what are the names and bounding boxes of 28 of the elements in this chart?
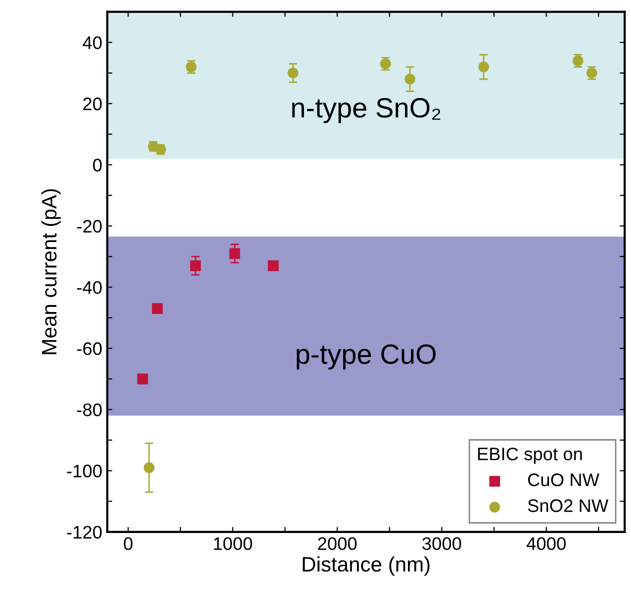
point (190, 260, 201, 272)
y-tick-label: 40 (82, 36, 102, 50)
y-tick-label: -100 (67, 464, 102, 478)
y-tick-label: 20 (83, 98, 102, 110)
point (144, 462, 154, 474)
x-tick-label: 0 (124, 537, 132, 550)
y-tick-label: -80 (77, 403, 102, 416)
y-tick-label: -60 (77, 342, 102, 356)
point (478, 62, 490, 72)
point (404, 74, 416, 85)
y-tick-label: -120 (67, 526, 102, 539)
point (229, 248, 240, 259)
legend-label: CuO NW (528, 473, 600, 486)
legend-title: EBIC spot on (478, 448, 582, 464)
point (268, 260, 279, 272)
x-axis-title: Distance (nm) (302, 556, 430, 576)
x-tick-label: 4000 (526, 537, 566, 550)
x-tick-label: 1000 (214, 537, 252, 550)
point (288, 68, 298, 78)
x-tick-label: 3000 (422, 537, 462, 550)
band-label: p-type CuO (296, 344, 436, 370)
legend-label: SnO2 NW (528, 499, 608, 512)
band-label: n-type SnO₂ (292, 98, 440, 124)
x-tick-label: 2000 (318, 537, 357, 550)
y-tick-label: -20 (77, 220, 102, 233)
y-tick-label: -40 (77, 281, 102, 294)
y-axis-title: Mean current (pA) (41, 189, 61, 354)
y-tick-label: 0 (93, 158, 102, 172)
